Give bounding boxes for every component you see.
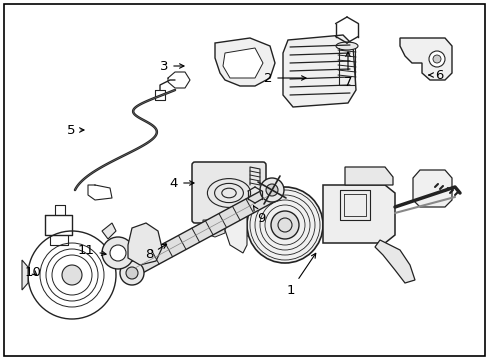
FancyBboxPatch shape (192, 162, 265, 223)
Polygon shape (224, 207, 246, 253)
Circle shape (260, 178, 284, 202)
Polygon shape (128, 223, 162, 265)
Circle shape (246, 187, 323, 263)
Circle shape (428, 51, 444, 67)
Text: 11: 11 (77, 243, 106, 257)
Polygon shape (215, 38, 274, 86)
Polygon shape (22, 260, 28, 290)
Text: 9: 9 (253, 206, 264, 225)
Polygon shape (412, 170, 451, 207)
Polygon shape (399, 38, 451, 80)
Circle shape (432, 55, 440, 63)
Polygon shape (232, 220, 254, 237)
Text: 2: 2 (263, 72, 305, 85)
Polygon shape (283, 35, 355, 107)
Text: 8: 8 (144, 244, 166, 261)
Polygon shape (345, 167, 392, 185)
Polygon shape (323, 185, 394, 243)
Polygon shape (223, 48, 263, 78)
Circle shape (62, 265, 82, 285)
Circle shape (102, 237, 134, 269)
Circle shape (270, 211, 298, 239)
Ellipse shape (335, 42, 357, 50)
Text: 10: 10 (24, 266, 41, 279)
Text: 4: 4 (169, 176, 194, 189)
Text: 7: 7 (343, 52, 351, 89)
Text: 5: 5 (67, 123, 84, 136)
Circle shape (120, 261, 143, 285)
Polygon shape (102, 223, 116, 239)
Polygon shape (203, 220, 224, 237)
Text: 1: 1 (286, 253, 315, 297)
Polygon shape (374, 240, 414, 283)
Circle shape (110, 245, 126, 261)
Text: 3: 3 (160, 59, 183, 72)
Polygon shape (131, 188, 273, 275)
Text: 6: 6 (428, 68, 442, 81)
Circle shape (126, 267, 138, 279)
Circle shape (265, 184, 278, 196)
